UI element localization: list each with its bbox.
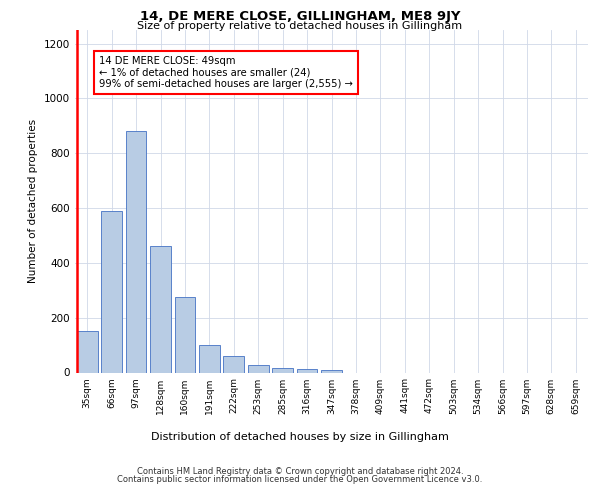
Text: Contains HM Land Registry data © Crown copyright and database right 2024.: Contains HM Land Registry data © Crown c…	[137, 467, 463, 476]
Bar	[248, 365, 269, 372]
Bar	[272, 368, 293, 372]
Bar	[175, 297, 196, 372]
Bar	[125, 132, 146, 372]
Text: Distribution of detached houses by size in Gillingham: Distribution of detached houses by size …	[151, 432, 449, 442]
Y-axis label: Number of detached properties: Number of detached properties	[28, 119, 38, 284]
Bar	[223, 356, 244, 372]
Text: Contains public sector information licensed under the Open Government Licence v3: Contains public sector information licen…	[118, 475, 482, 484]
Text: 14 DE MERE CLOSE: 49sqm
← 1% of detached houses are smaller (24)
99% of semi-det: 14 DE MERE CLOSE: 49sqm ← 1% of detached…	[100, 56, 353, 89]
Bar	[150, 246, 171, 372]
Bar	[101, 211, 122, 372]
Bar	[199, 345, 220, 372]
Text: 14, DE MERE CLOSE, GILLINGHAM, ME8 9JY: 14, DE MERE CLOSE, GILLINGHAM, ME8 9JY	[140, 10, 460, 23]
Bar	[321, 370, 342, 372]
Bar	[296, 369, 317, 372]
Text: Size of property relative to detached houses in Gillingham: Size of property relative to detached ho…	[137, 21, 463, 31]
Bar	[77, 332, 98, 372]
